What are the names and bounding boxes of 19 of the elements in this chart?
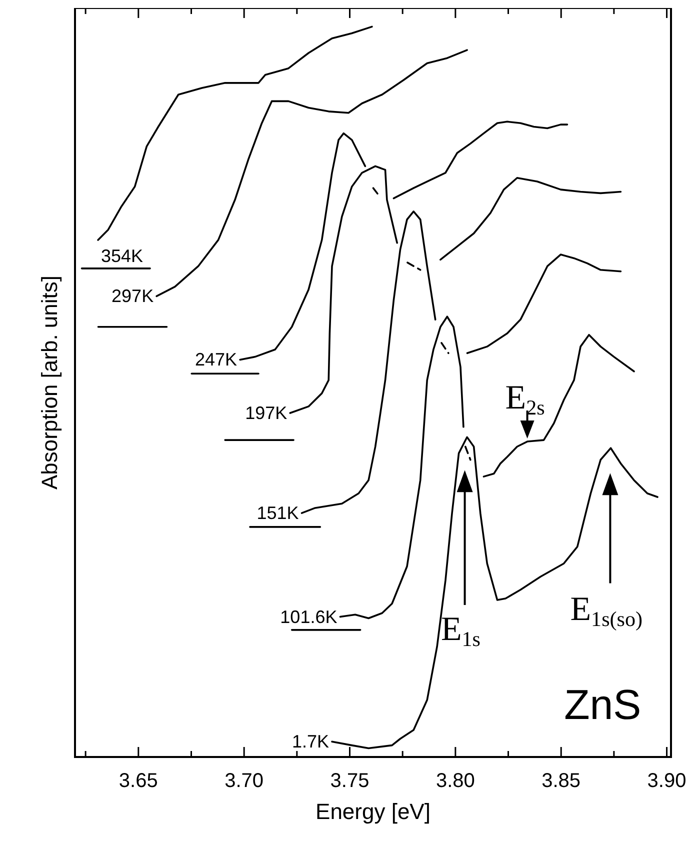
series-label: 354K [101, 246, 144, 266]
series-label: 151K [256, 503, 299, 524]
x-tick-label: 3.75 [330, 770, 370, 792]
x-tick-label: 3.90 [647, 770, 686, 792]
legend-label: 1.7K [292, 732, 329, 752]
series-label: 197K [245, 403, 288, 424]
x-axis-title: Energy [eV] [316, 799, 430, 824]
annotation: E$_{1s(so)}$ [570, 590, 643, 631]
x-tick-label: 3.80 [436, 770, 475, 792]
annotation: E$_{1s}$ [440, 611, 480, 652]
x-tick-label: 3.85 [542, 770, 581, 792]
annotation: ZnS [564, 680, 642, 728]
x-tick-label: 3.70 [224, 770, 264, 792]
series-label: 297K [112, 286, 154, 306]
series-label: 101.6K [280, 606, 338, 627]
annotation: E$_{2s}$ [505, 380, 545, 420]
series-label: 247K [195, 350, 238, 370]
x-tick-label: 3.65 [118, 770, 158, 792]
y-axis-title: Absorption [arb. units] [37, 275, 62, 490]
